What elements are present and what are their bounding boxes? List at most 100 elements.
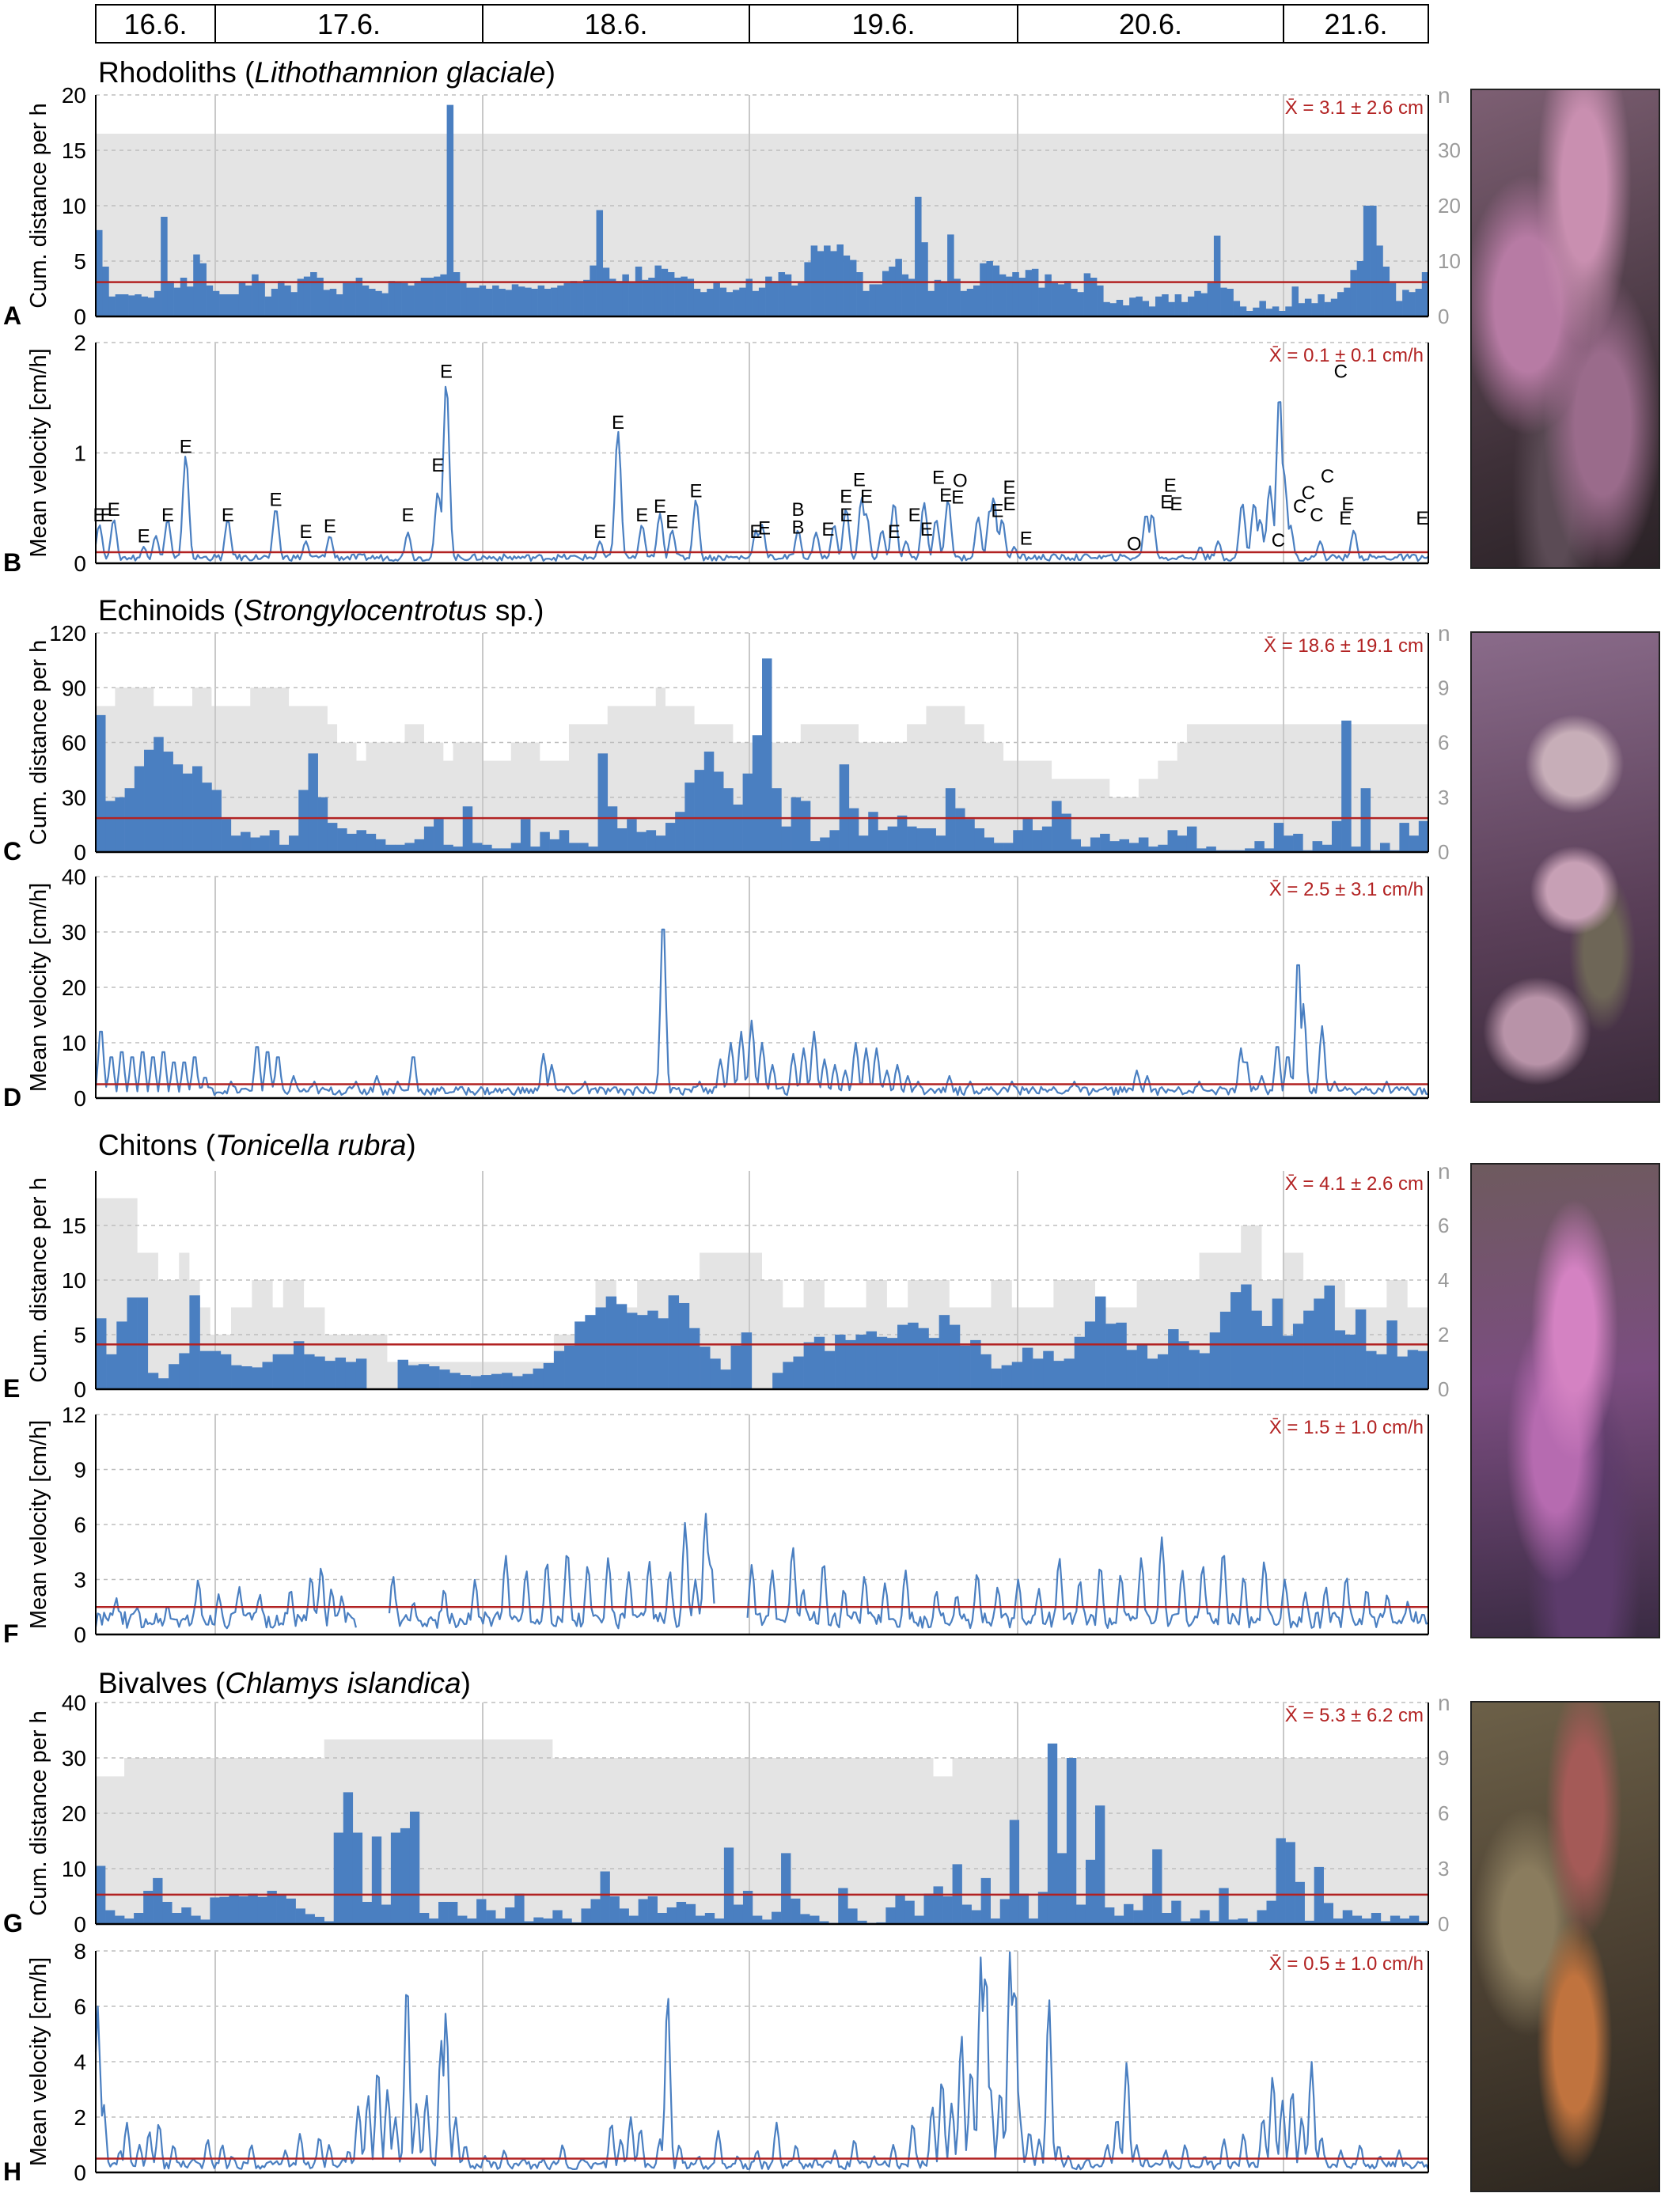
bar bbox=[733, 804, 743, 852]
bar bbox=[252, 274, 259, 316]
bar bbox=[181, 1907, 191, 1924]
section-title-species: Tonicella rubra bbox=[215, 1129, 406, 1161]
bar bbox=[1421, 272, 1429, 316]
bar bbox=[105, 1910, 116, 1924]
bar bbox=[915, 196, 922, 316]
bar bbox=[491, 848, 502, 852]
date-header bbox=[95, 4, 1429, 44]
event-label: E bbox=[654, 496, 666, 517]
event-label: E bbox=[853, 469, 866, 491]
bar bbox=[409, 1811, 420, 1924]
section-title: Bivalves (Chlamys islandica) bbox=[98, 1667, 471, 1699]
bar bbox=[859, 835, 869, 852]
bar bbox=[710, 1358, 721, 1389]
bar bbox=[1119, 839, 1130, 852]
bar bbox=[622, 274, 629, 316]
bar bbox=[343, 1792, 354, 1924]
y-tick-label: 0 bbox=[74, 1912, 86, 1937]
bar bbox=[1366, 1350, 1377, 1389]
bar bbox=[597, 753, 609, 852]
y-tick-label: 6 bbox=[74, 1513, 86, 1537]
bar bbox=[1285, 1842, 1295, 1924]
bar bbox=[1321, 844, 1333, 852]
bar bbox=[971, 1910, 981, 1924]
bar bbox=[627, 819, 637, 852]
bar bbox=[449, 1373, 461, 1389]
bar bbox=[819, 1921, 829, 1924]
bar bbox=[1199, 1353, 1211, 1389]
event-label: B bbox=[792, 499, 805, 521]
n-tick-label: 9 bbox=[1438, 676, 1449, 699]
bar bbox=[980, 263, 987, 316]
bar bbox=[868, 812, 878, 852]
bar bbox=[553, 1350, 565, 1389]
bar bbox=[733, 1904, 744, 1924]
bar bbox=[495, 1918, 506, 1924]
bar bbox=[1003, 843, 1014, 852]
event-label: E bbox=[888, 521, 901, 543]
bar bbox=[1018, 1893, 1029, 1924]
bar bbox=[390, 1832, 401, 1924]
bar bbox=[908, 1322, 919, 1389]
photo-chiton bbox=[1470, 1163, 1660, 1638]
bar bbox=[923, 1893, 934, 1924]
bar bbox=[674, 278, 681, 316]
y-tick-label: 9 bbox=[74, 1458, 86, 1483]
bar bbox=[1409, 292, 1416, 316]
bar bbox=[1311, 303, 1318, 316]
bar bbox=[667, 272, 675, 316]
event-label: C bbox=[1293, 496, 1306, 517]
n-tick-label: 0 bbox=[1438, 1912, 1449, 1936]
bar bbox=[607, 806, 618, 852]
bar bbox=[714, 1918, 725, 1924]
bar bbox=[352, 1832, 363, 1924]
bar bbox=[252, 1367, 263, 1389]
bar bbox=[200, 1919, 210, 1924]
bar bbox=[173, 287, 181, 316]
bar bbox=[349, 283, 356, 316]
bar bbox=[1303, 1310, 1314, 1389]
bar bbox=[901, 274, 909, 316]
bar bbox=[310, 272, 317, 316]
bar bbox=[476, 1899, 487, 1924]
bar bbox=[408, 285, 415, 316]
bar bbox=[733, 290, 740, 316]
bar bbox=[333, 1832, 344, 1924]
bar bbox=[762, 1919, 772, 1924]
bar bbox=[404, 843, 415, 852]
bar bbox=[804, 262, 811, 316]
y-tick-label: 8 bbox=[74, 1939, 86, 1964]
bar bbox=[1047, 1743, 1058, 1924]
event-label: E bbox=[939, 485, 952, 506]
bar bbox=[116, 1321, 127, 1389]
y-axis-label: Mean velocity [cm/h] bbox=[26, 348, 51, 557]
bar bbox=[595, 1307, 606, 1389]
bar bbox=[295, 1908, 305, 1924]
event-label: E bbox=[222, 505, 234, 526]
bar bbox=[949, 1324, 961, 1389]
bar bbox=[866, 1331, 878, 1389]
bar bbox=[869, 284, 877, 316]
bar bbox=[843, 256, 851, 316]
velocity-line bbox=[94, 385, 1429, 562]
bar bbox=[791, 1898, 801, 1924]
bar bbox=[752, 1915, 763, 1924]
bar bbox=[472, 843, 483, 852]
section-title-main: Chitons ( bbox=[98, 1129, 216, 1161]
bar bbox=[1168, 301, 1175, 316]
bar bbox=[908, 278, 916, 316]
bar bbox=[429, 1366, 440, 1389]
event-label: E bbox=[1170, 494, 1182, 515]
bar bbox=[226, 294, 233, 316]
event-label: C bbox=[1272, 530, 1285, 551]
bar bbox=[687, 278, 695, 316]
bar bbox=[524, 1921, 534, 1924]
bar bbox=[514, 1893, 525, 1924]
y-tick-label: 10 bbox=[62, 194, 86, 218]
event-label: E bbox=[758, 518, 771, 540]
date-label: 17.6. bbox=[317, 8, 381, 40]
bar bbox=[863, 290, 870, 316]
y-tick-label: 30 bbox=[62, 920, 86, 945]
event-label: E bbox=[1160, 491, 1173, 513]
bar bbox=[199, 1350, 211, 1389]
